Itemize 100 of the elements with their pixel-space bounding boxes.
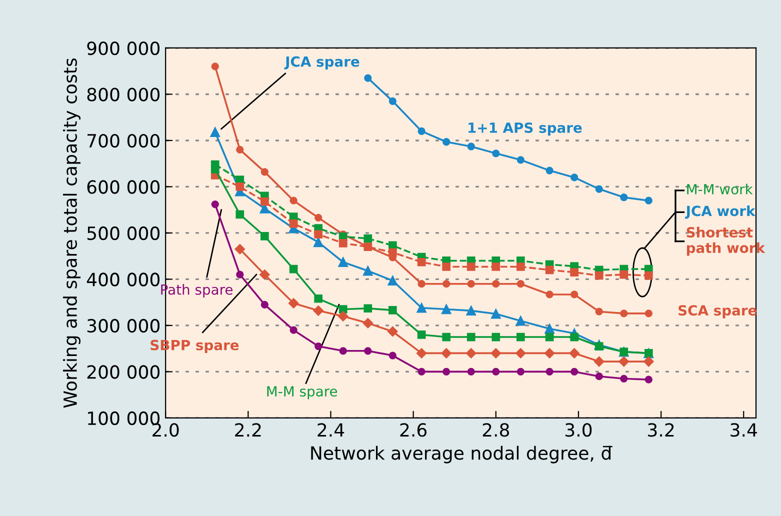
x-tick-label: 2.6 [400, 423, 427, 437]
point [467, 368, 475, 376]
point [441, 304, 452, 314]
point [620, 194, 628, 202]
y-tick-label: 100 000 [88, 411, 160, 426]
point [314, 342, 322, 350]
x-tick-label: 2.8 [482, 423, 510, 437]
point [618, 356, 629, 367]
point [211, 200, 219, 208]
point [338, 311, 348, 322]
point [313, 237, 324, 248]
point [364, 74, 372, 82]
point [467, 142, 475, 150]
point [442, 280, 450, 288]
point [417, 258, 426, 266]
point [570, 332, 578, 342]
point [620, 310, 628, 318]
text: M-M work [687, 184, 753, 194]
point [516, 368, 524, 376]
point [492, 368, 500, 376]
point [492, 262, 500, 271]
annotation: JCA work [685, 205, 756, 219]
point [314, 214, 322, 222]
point [546, 290, 554, 298]
point [516, 332, 525, 342]
point [516, 348, 526, 358]
point [418, 280, 426, 288]
x-tick-label: 3.2 [648, 423, 674, 437]
y-tick-label: 900 000 [87, 41, 160, 56]
point [516, 156, 524, 164]
x-tick-label: 3.4 [730, 423, 757, 437]
point [313, 306, 324, 316]
point [236, 182, 244, 191]
point [545, 266, 554, 274]
point [570, 268, 578, 276]
text: M-M spare [267, 386, 338, 400]
point [594, 342, 604, 350]
point [442, 262, 451, 271]
point [288, 298, 299, 308]
point [260, 232, 269, 240]
point [290, 196, 298, 204]
point [388, 97, 396, 105]
point [260, 300, 268, 308]
point [466, 262, 476, 271]
y-tick-label: 600 000 [87, 180, 160, 194]
point [644, 376, 652, 384]
point [260, 197, 269, 206]
point [388, 248, 397, 257]
point [644, 310, 652, 318]
point [442, 368, 450, 376]
point [516, 280, 524, 288]
point [491, 309, 501, 319]
point [260, 168, 268, 176]
point [466, 332, 476, 342]
point [595, 185, 603, 193]
point [441, 348, 452, 358]
point [388, 306, 397, 314]
point [544, 348, 555, 358]
x-tick-label: 3.0 [565, 423, 592, 437]
point [338, 238, 348, 248]
point [594, 356, 604, 367]
point [466, 348, 476, 358]
point [211, 62, 219, 70]
y-axis-title: Working and spare total capacity costs [63, 58, 80, 408]
point [290, 326, 298, 334]
point [595, 308, 603, 316]
point [210, 127, 220, 138]
x-tick-label: 2.2 [235, 423, 261, 437]
point [466, 306, 476, 316]
point [516, 316, 526, 326]
point [339, 347, 347, 355]
point [236, 270, 244, 278]
x-tick-label: 2.4 [318, 423, 344, 437]
point [362, 318, 374, 328]
point [644, 271, 653, 280]
point [545, 332, 554, 342]
point [210, 164, 220, 174]
text: JCA spare [284, 56, 360, 70]
point [644, 356, 654, 367]
point [490, 348, 501, 358]
y-tick-label: 400 000 [86, 272, 160, 286]
point [442, 138, 450, 146]
point [338, 257, 348, 267]
point [570, 368, 578, 376]
point [314, 230, 323, 239]
point [314, 294, 323, 303]
point [289, 220, 298, 228]
y-tick-label: 500 000 [87, 226, 160, 240]
point [364, 347, 372, 355]
point [594, 271, 604, 280]
point [467, 280, 475, 288]
point [289, 264, 298, 274]
point [544, 324, 554, 334]
point [388, 326, 398, 337]
point [570, 174, 578, 182]
point [260, 269, 270, 280]
point [492, 280, 500, 288]
point [418, 368, 426, 376]
point [570, 290, 578, 298]
point [236, 210, 244, 219]
